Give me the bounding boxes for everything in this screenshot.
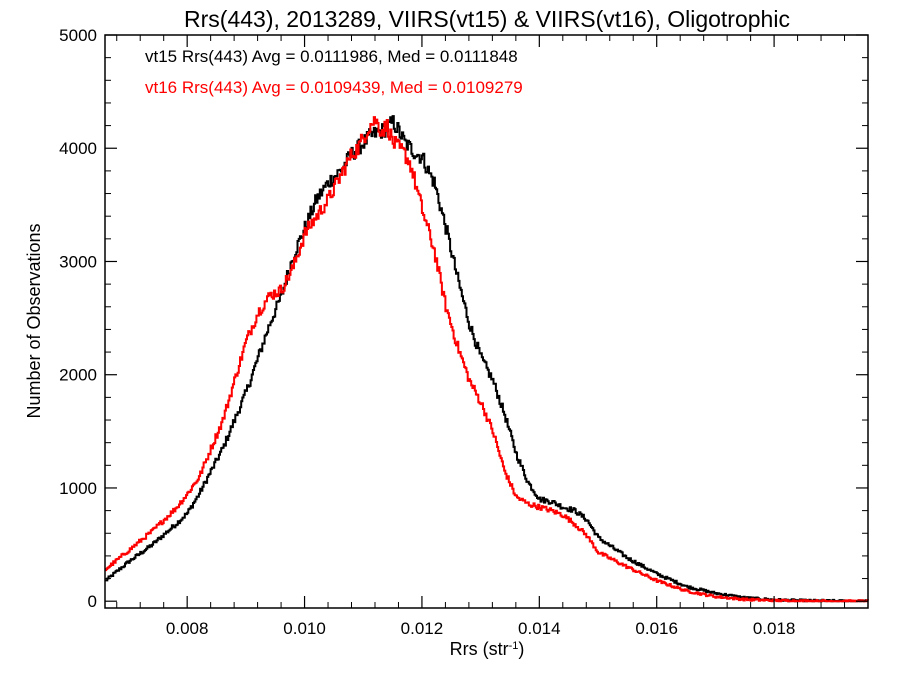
x-tick-label: 0.012 (401, 619, 444, 638)
x-tick-label: 0.014 (518, 619, 561, 638)
x-tick-label: 0.018 (753, 619, 796, 638)
x-axis-label-main: Rrs (str (450, 639, 509, 659)
series-vt15-line (105, 115, 868, 603)
y-tick-label: 2000 (59, 366, 97, 385)
plot-frame (104, 34, 869, 609)
y-tick-label: 4000 (59, 139, 97, 158)
annotation-vt16: vt16 Rrs(443) Avg = 0.0109439, Med = 0.0… (145, 78, 523, 97)
y-tick-label: 0 (88, 592, 97, 611)
series-layer (105, 115, 869, 603)
annotation-vt15: vt15 Rrs(443) Avg = 0.0111986, Med = 0.0… (145, 47, 518, 66)
chart-title: Rrs(443), 2013289, VIIRS(vt15) & VIIRS(v… (184, 6, 790, 32)
x-axis-label-superscript: -1 (509, 640, 519, 652)
series-vt16-line (105, 116, 869, 603)
y-tick-label: 1000 (59, 479, 97, 498)
x-axis-label-end: ) (518, 639, 524, 659)
ticks-layer: 0.008 0.010 0.012 0.014 0.016 0.018 0 1000 2000 3… (59, 26, 869, 638)
y-axis-label: Number of Observations (24, 223, 44, 418)
x-axis-label: Rrs (str-1) (450, 639, 525, 659)
y-tick-label: 5000 (59, 26, 97, 45)
x-tick-label: 0.010 (283, 619, 326, 638)
y-tick-label: 3000 (59, 252, 97, 271)
x-tick-label: 0.008 (166, 619, 209, 638)
x-tick-label: 0.016 (635, 619, 678, 638)
